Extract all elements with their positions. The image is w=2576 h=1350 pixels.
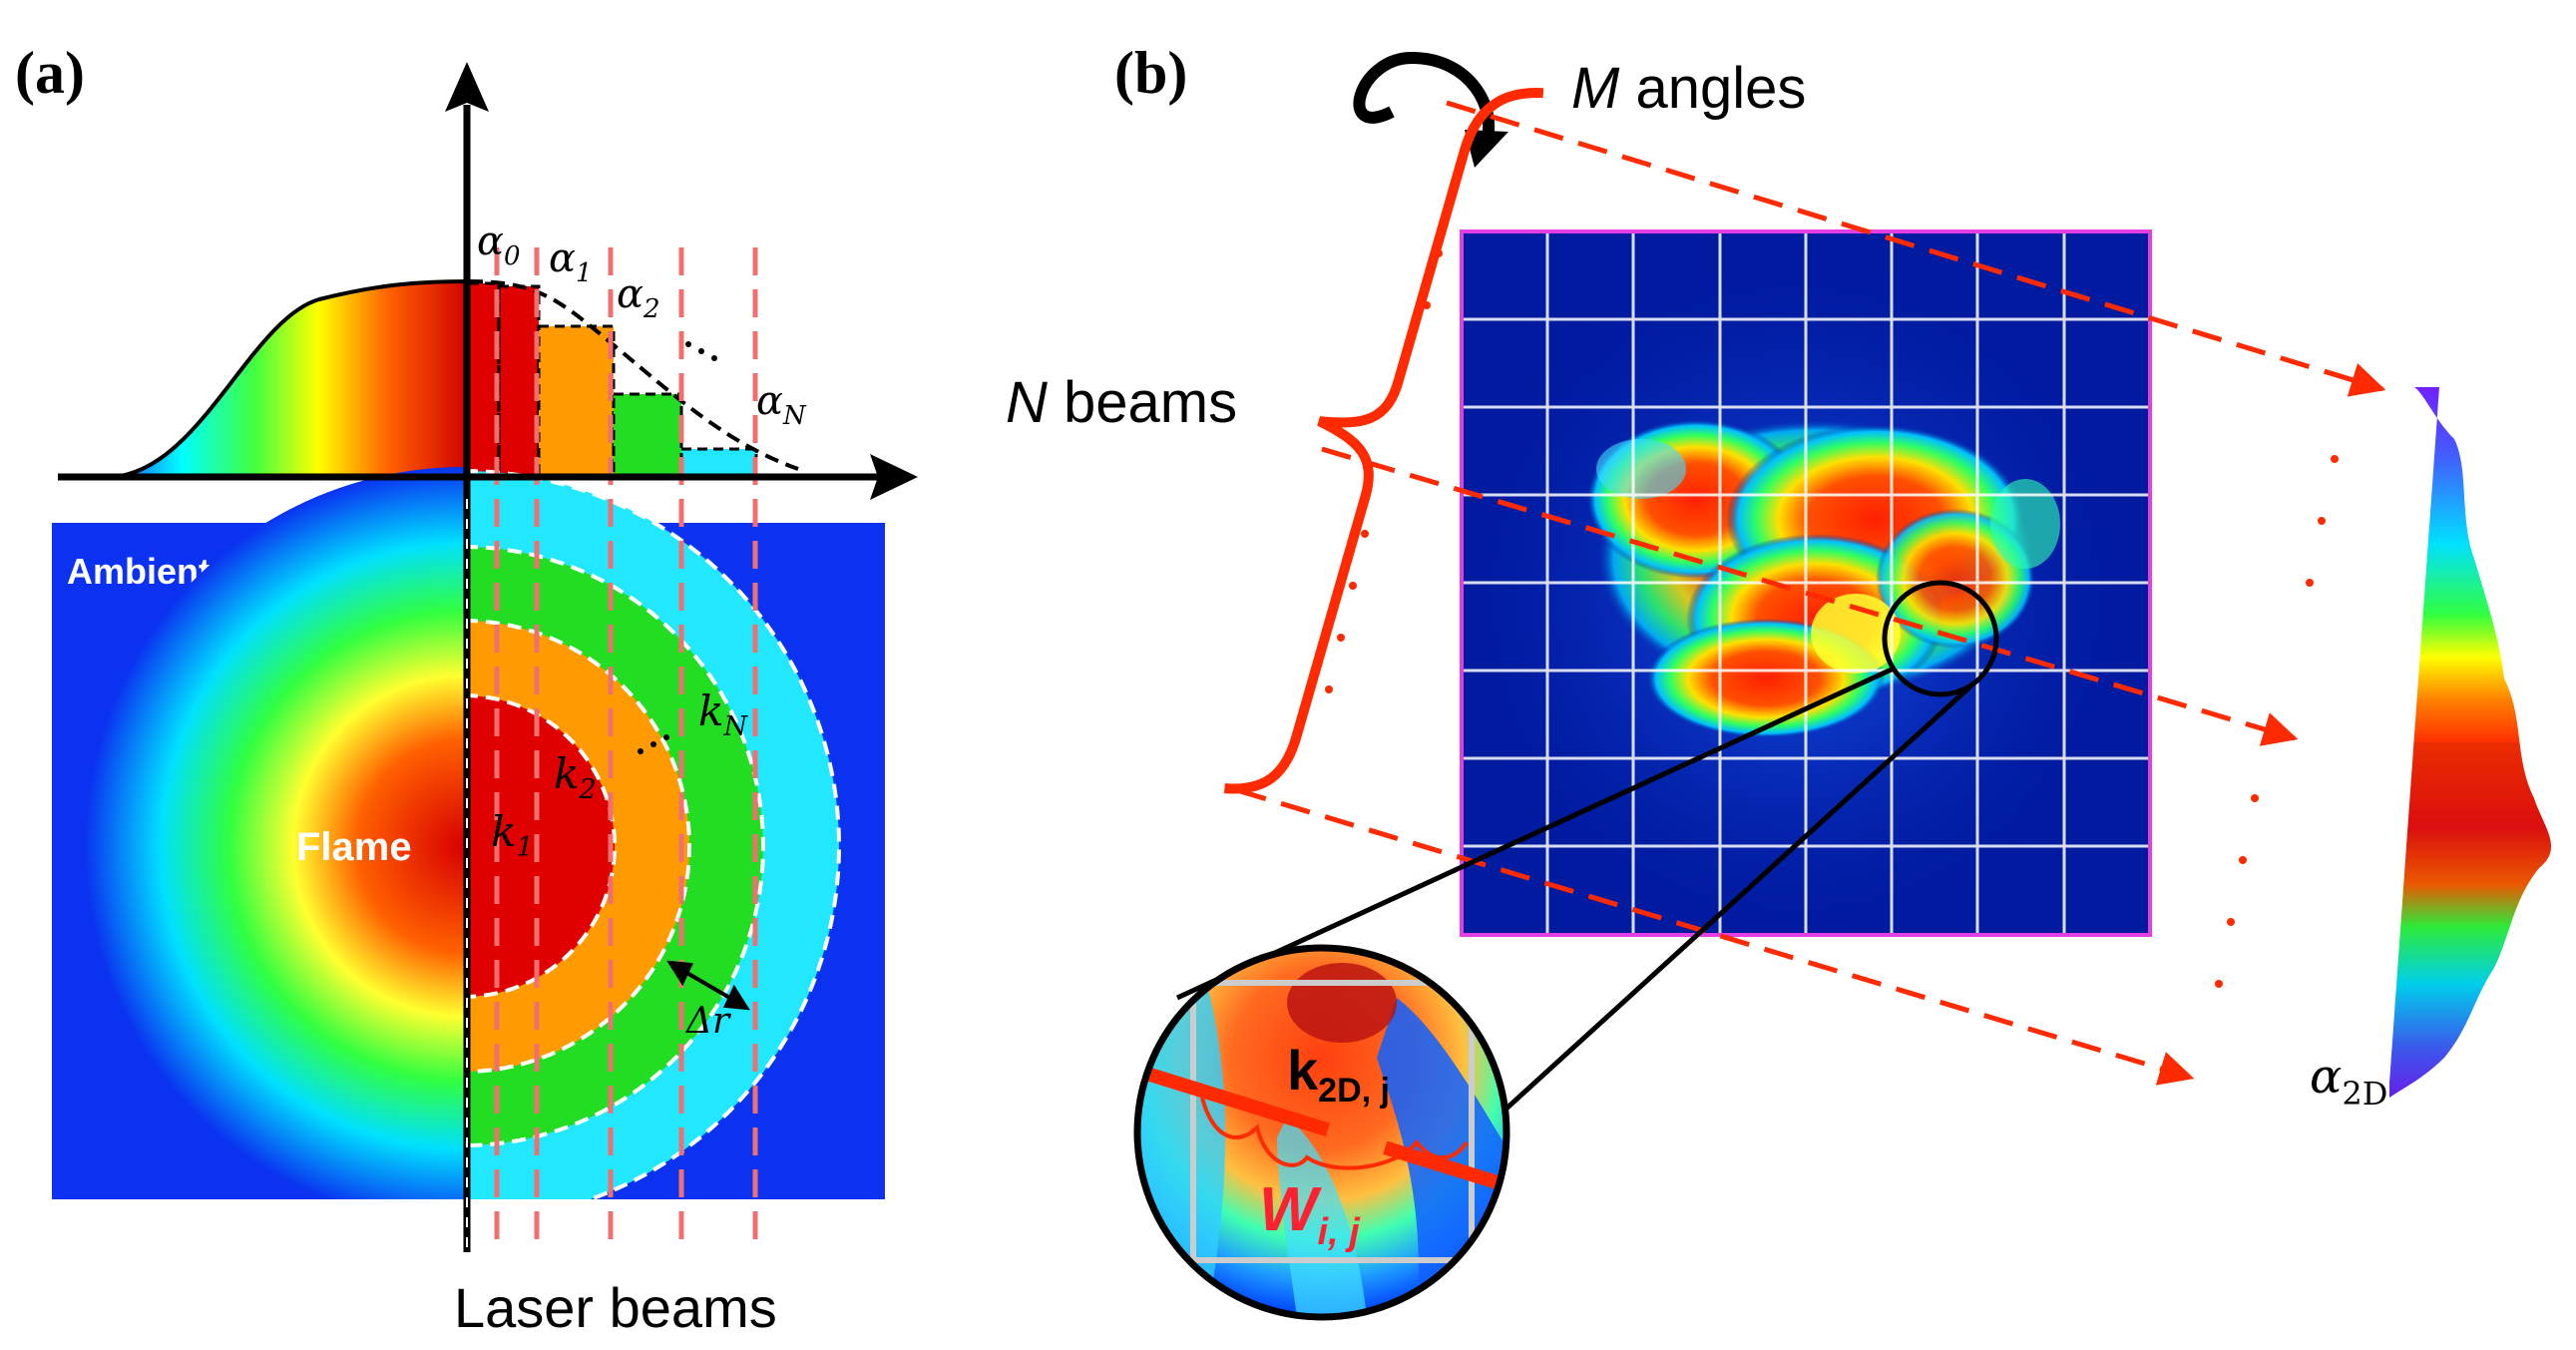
alphaN-sub: N [782,401,807,431]
laser-beams-label: Laser beams [454,1276,777,1339]
alpha0-sym: α [477,219,504,264]
w-sub: i, j [1318,1211,1362,1253]
m-angles-label: M angles [1571,56,1806,121]
k2-sym: k [554,749,579,798]
alpha2-sym: α [617,271,644,317]
k2d-sub: 2D, j [1318,1072,1390,1110]
svg-text:k2: k2 [554,749,597,805]
n-beams-label: N beams [1006,370,1237,435]
beam-bracket [1223,88,1544,794]
x-axis-arrow [870,454,918,500]
y-axis-arrow [445,62,489,112]
svg-text:α2: α2 [617,271,660,324]
flame-label: Flame [296,825,412,869]
k-ellipsis [638,734,669,754]
alpha-labels: α0 α1 α2 αN [477,219,807,431]
beam-dots [1325,198,2339,988]
beam-dashed-lines [1236,100,2386,1086]
svg-text:α0: α0 [477,219,521,271]
discrete-rings [463,469,841,1223]
w-label: Wi, j [1259,1175,1361,1253]
alpha1-sym: α [549,235,576,281]
alpha2d-profile-bands [2389,387,2552,1098]
panel-b: (b) M angles [1006,40,2552,1321]
n-symbol: N [1006,370,1048,435]
delta-r-arrow [666,960,750,1011]
kN-sub: N [722,711,748,742]
k1-sub: 1 [516,832,533,863]
flame-gradient-half [85,467,464,1225]
m-angles-text: angles [1619,56,1806,121]
alpha0-sub: 0 [504,241,521,271]
delta-r-label: Δr [684,1001,731,1042]
n-beams-text: beams [1048,370,1237,435]
zoom-connector [1175,580,1999,1120]
k2d-label: k2D, j [1287,1039,1390,1110]
m-symbol: M [1571,56,1620,121]
panel-a-label: (a) [15,40,85,106]
panel-b-label: (b) [1114,40,1187,106]
k-labels: k1 k2 kN [491,686,748,863]
field-frame [1460,229,2152,937]
alpha2-sub: 2 [643,294,660,324]
k1-sym: k [491,807,516,856]
gaussian-profile-right [468,279,799,471]
svg-text:α1: α1 [549,235,593,288]
panel-a: (a) Ambient Flame [15,40,918,1339]
gaussian-profile-left [109,278,471,479]
alpha2d-sub: 2D [2342,1075,2387,1113]
svg-text:k1: k1 [491,807,534,863]
rotation-arrow-icon [1353,51,1508,168]
alpha2d-sym: α [2310,1049,2342,1105]
absorption-field [1462,231,2150,935]
svg-text:αN: αN [756,378,807,431]
alphaN-sym: α [756,378,783,424]
w-sym: W [1259,1175,1322,1244]
alpha1-sub: 1 [576,258,593,288]
alpha-bars [467,281,758,479]
alpha2d-label: α2D [2310,1049,2387,1113]
kN-sym: k [698,686,723,735]
k2-sub: 2 [578,774,596,805]
field-grid [1462,231,2150,935]
ambient-label: Ambient [67,551,211,592]
svg-text:kN: kN [698,686,748,742]
zoom-inset: k2D, j Wi, j [1133,944,1510,1321]
gaussian-ellipsis [685,341,717,361]
k2d-sym: k [1287,1039,1319,1102]
